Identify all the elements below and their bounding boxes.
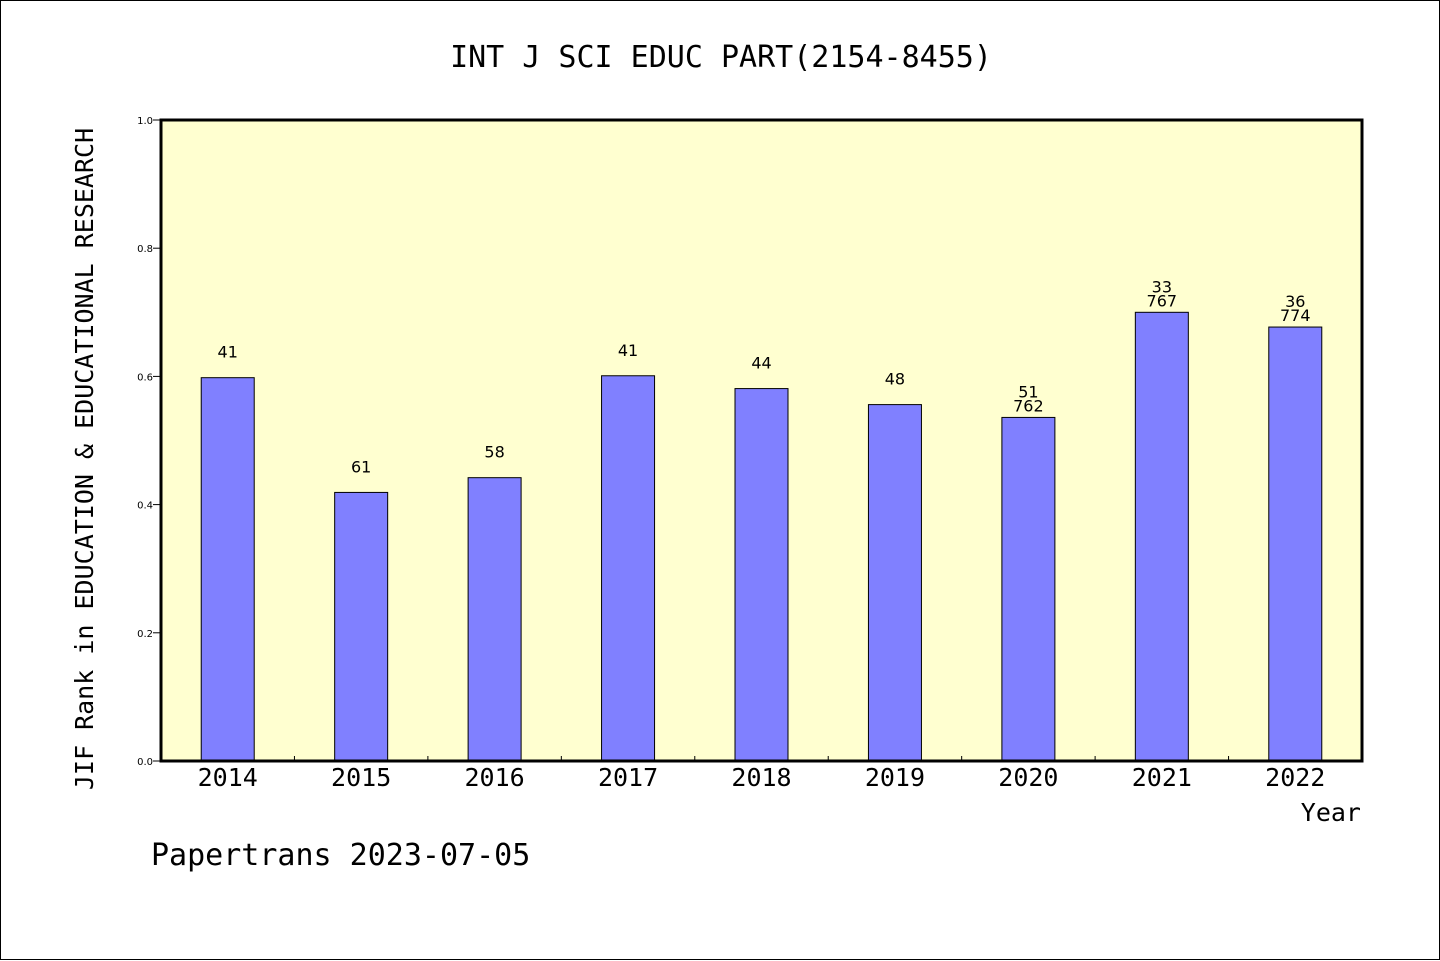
x-tick-label: 2016 xyxy=(465,763,525,792)
bar-2017 xyxy=(601,375,656,762)
x-tick-label: 2017 xyxy=(598,763,658,792)
x-tick-label: 2018 xyxy=(731,763,791,792)
x-tick-label: 2014 xyxy=(198,763,258,792)
bar-2014 xyxy=(200,377,255,762)
bar-2016 xyxy=(467,477,522,762)
footer-credit: Papertrans 2023-07-05 xyxy=(151,838,530,873)
y-tick-label: 0.2 xyxy=(137,629,153,640)
data-label: 58 xyxy=(484,443,504,462)
x-axis-label: Year xyxy=(1301,798,1361,827)
bar-2021 xyxy=(1134,311,1189,762)
bar-2020 xyxy=(1001,416,1056,762)
data-label: 33 xyxy=(1152,277,1172,296)
bar-2022 xyxy=(1268,326,1323,762)
data-label: 51 xyxy=(1018,382,1038,401)
data-label: 774 xyxy=(1280,306,1311,325)
y-axis-label: JIF Rank in EDUCATION & EDUCATIONAL RESE… xyxy=(70,128,99,790)
plot-border xyxy=(159,118,1364,763)
y-tick-label: 0.6 xyxy=(137,372,153,383)
x-tick-label: 2021 xyxy=(1132,763,1192,792)
y-tick-label: 0.8 xyxy=(137,244,153,255)
y-tick-label: 1.0 xyxy=(137,116,153,127)
data-label: 36 xyxy=(1285,292,1305,311)
data-label: 44 xyxy=(751,354,771,373)
y-tick-label: 0.4 xyxy=(137,501,153,512)
x-tick-label: 2020 xyxy=(998,763,1058,792)
bar-2015 xyxy=(334,491,389,762)
chart-title: INT J SCI EDUC PART(2154-8455) xyxy=(450,40,992,75)
data-label: 767 xyxy=(1147,291,1178,310)
y-tick-label: 0.0 xyxy=(137,757,153,768)
data-label: 762 xyxy=(1013,396,1044,415)
x-tick-label: 2019 xyxy=(865,763,925,792)
data-label: 41 xyxy=(218,343,238,362)
x-tick-label: 2022 xyxy=(1265,763,1325,792)
x-axis-tick-labels: 2014 2015 2016 2017 2018 2019 2020 2021 2022 xyxy=(198,763,1326,792)
data-label: 61 xyxy=(351,457,371,476)
bar-2018 xyxy=(734,388,789,762)
bar-2019 xyxy=(867,404,922,762)
x-tick-label: 2015 xyxy=(331,763,391,792)
data-label: 48 xyxy=(885,370,905,389)
data-label: 41 xyxy=(618,341,638,360)
